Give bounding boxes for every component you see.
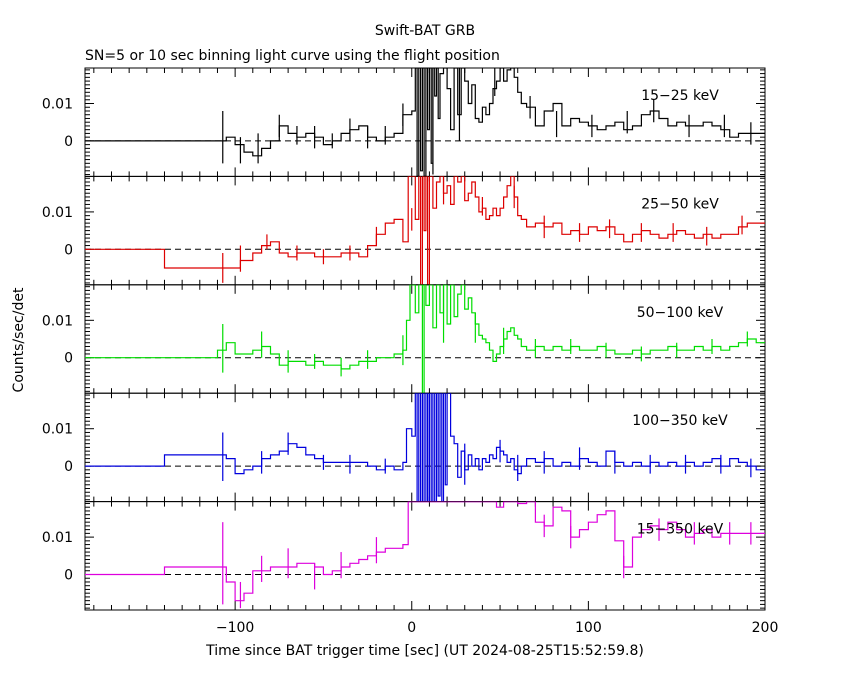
y-tick-label: 0.01 xyxy=(42,205,73,221)
y-tick-label: 0 xyxy=(64,567,73,583)
panel-1: 0 0.01 15−25 keV xyxy=(42,67,766,177)
panels: 0 0.01 15−25 keV 0 0.01 25−50 keV 0 0.01 50−100 … xyxy=(42,67,779,636)
y-tick-label: 0.01 xyxy=(42,530,73,546)
y-tick-label: 0.01 xyxy=(42,313,73,329)
x-tick-label: 100 xyxy=(575,620,602,636)
series-data xyxy=(85,393,765,502)
panel-2: 0 0.01 25−50 keV xyxy=(42,175,766,286)
panel-frame xyxy=(84,392,766,503)
x-tick-label: 200 xyxy=(752,620,779,636)
x-axis-label: Time since BAT trigger time [sec] (UT 20… xyxy=(205,643,644,659)
y-tick-label: 0 xyxy=(64,134,73,150)
series-data xyxy=(85,284,765,394)
series-data xyxy=(85,501,765,609)
series-label: 15−350 keV xyxy=(637,522,724,538)
panel-4: 0 0.01 100−350 keV xyxy=(42,392,766,503)
series-step-line xyxy=(85,393,765,502)
series-label: 50−100 keV xyxy=(637,305,724,321)
x-tick-label: −100 xyxy=(216,620,254,636)
series-step-line xyxy=(85,284,765,394)
chart-subtitle: SN=5 or 10 sec binning light curve using… xyxy=(85,48,500,64)
series-label: 100−350 keV xyxy=(632,413,728,429)
y-tick-label: 0 xyxy=(64,242,73,258)
y-tick-label: 0 xyxy=(64,351,73,367)
panel-frame xyxy=(84,284,766,394)
y-tick-label: 0.01 xyxy=(42,422,73,438)
panel-frame xyxy=(84,67,766,177)
series-label: 15−25 keV xyxy=(641,88,719,104)
series-data xyxy=(85,68,765,177)
panel-3: 0 0.01 50−100 keV xyxy=(42,284,766,394)
y-tick-label: 0 xyxy=(64,459,73,475)
chart-title: Swift-BAT GRB xyxy=(375,23,475,39)
series-step-line xyxy=(85,68,765,177)
series-step-line xyxy=(85,501,765,602)
series-label: 25−50 keV xyxy=(641,196,719,212)
y-axis-label: Counts/sec/det xyxy=(11,287,27,392)
panel-frame xyxy=(84,501,766,611)
series-data xyxy=(85,176,765,285)
series-step-line xyxy=(85,176,765,285)
panel-5: 0 0.01 15−350 keV xyxy=(42,501,766,611)
y-tick-label: 0.01 xyxy=(42,97,73,113)
x-tick-label: 0 xyxy=(407,620,416,636)
